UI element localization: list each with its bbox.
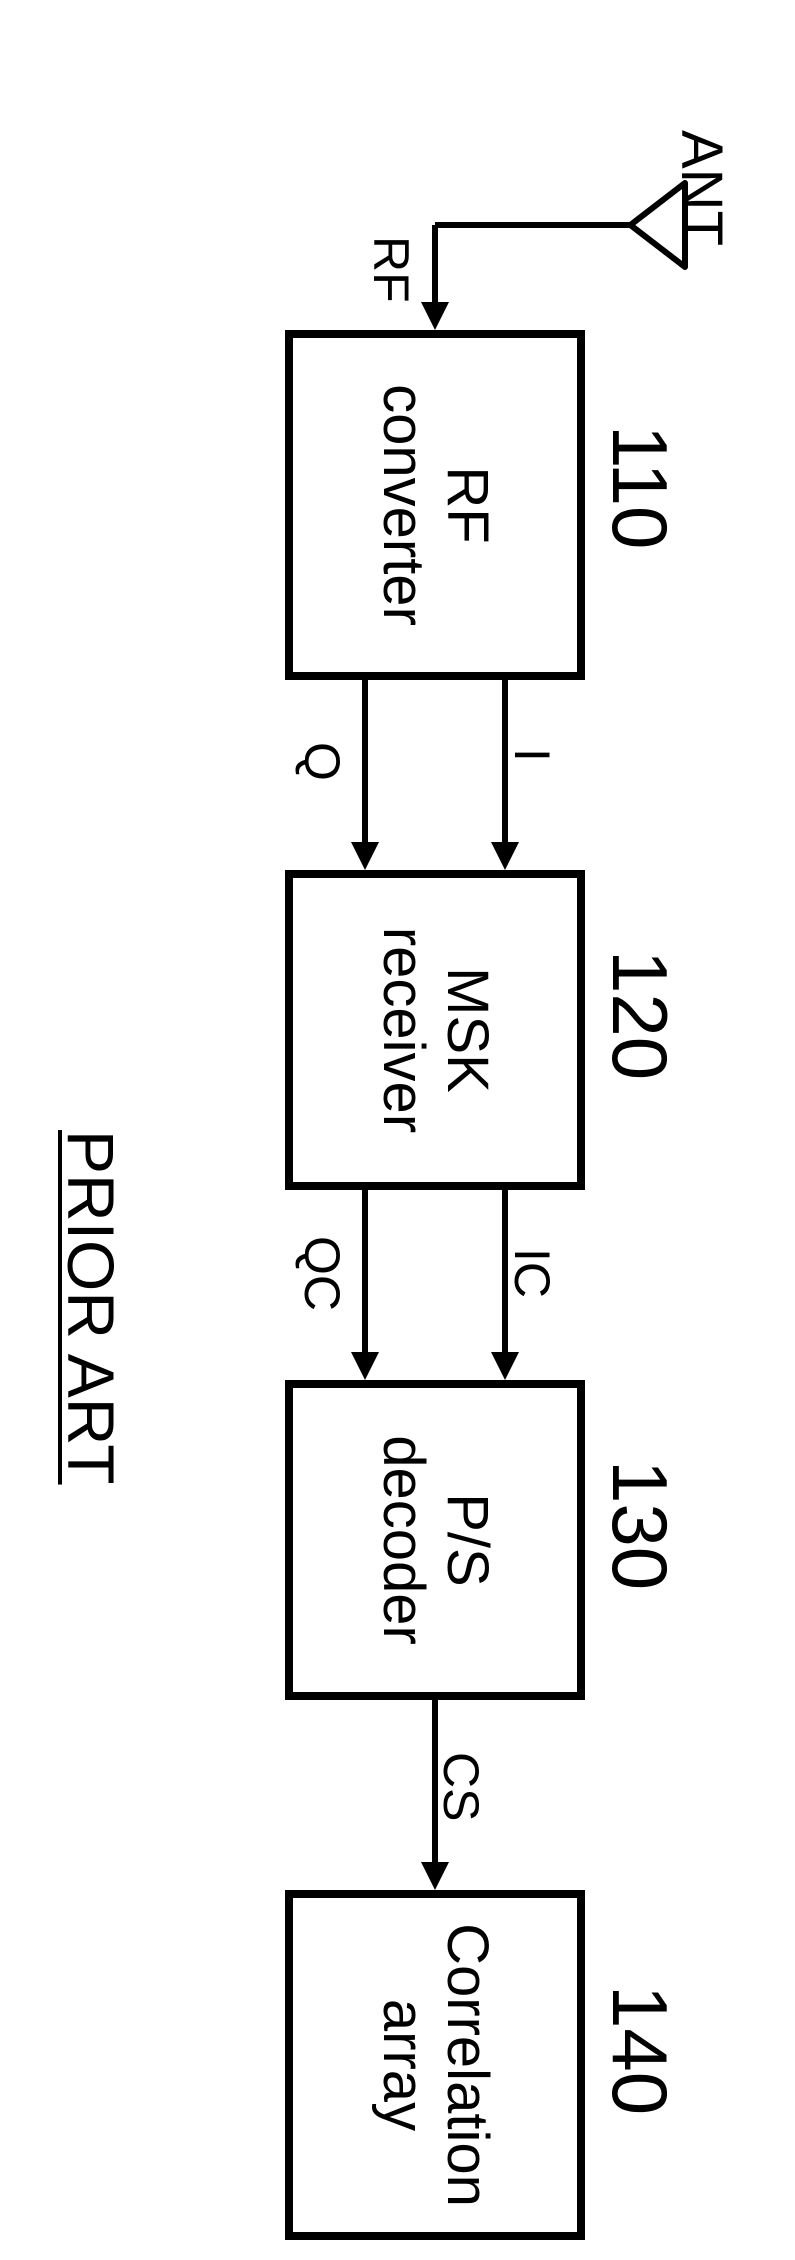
caption-prior-art: PRIOR ART (54, 1130, 128, 1485)
signal-label-i: I (503, 748, 561, 762)
signal-label-cs: CS (432, 1752, 490, 1821)
signal-label-ic: IC (503, 1248, 561, 1298)
signal-label-q: Q (293, 742, 351, 781)
signal-label-qc: QC (293, 1236, 351, 1311)
signal-label-rf: RF (362, 236, 420, 303)
figure-caption: PRIOR ART FIG.1 (0, 1020, 205, 1485)
